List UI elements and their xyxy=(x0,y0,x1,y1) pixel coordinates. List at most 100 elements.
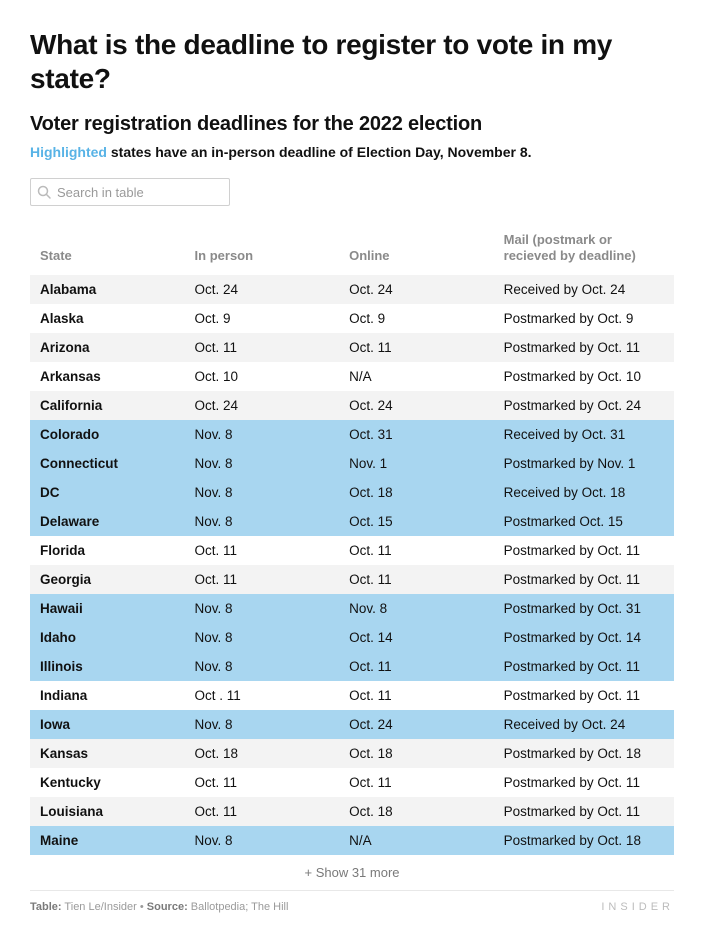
cell-mail: Received by Oct. 31 xyxy=(494,420,674,449)
cell-online: Oct. 31 xyxy=(339,420,494,449)
col-header-mail[interactable]: Mail (postmark or recieved by deadline) xyxy=(494,224,674,275)
table-row: MaineNov. 8N/APostmarked by Oct. 18 xyxy=(30,826,674,855)
table-row: LouisianaOct. 11Oct. 18Postmarked by Oct… xyxy=(30,797,674,826)
table-row: ArizonaOct. 11Oct. 11Postmarked by Oct. … xyxy=(30,333,674,362)
cell-state: Kentucky xyxy=(30,768,185,797)
cell-online: Oct. 18 xyxy=(339,739,494,768)
col-header-state[interactable]: State xyxy=(30,224,185,275)
cell-in-person: Oct. 24 xyxy=(185,275,340,304)
cell-online: Oct. 18 xyxy=(339,797,494,826)
cell-state: Georgia xyxy=(30,565,185,594)
cell-mail: Postmarked by Oct. 24 xyxy=(494,391,674,420)
cell-state: Idaho xyxy=(30,623,185,652)
table-row: IowaNov. 8Oct. 24Received by Oct. 24 xyxy=(30,710,674,739)
cell-online: Nov. 8 xyxy=(339,594,494,623)
cell-in-person: Nov. 8 xyxy=(185,826,340,855)
cell-mail: Received by Oct. 18 xyxy=(494,478,674,507)
highlight-word: Highlighted xyxy=(30,144,107,160)
table-row: KansasOct. 18Oct. 18Postmarked by Oct. 1… xyxy=(30,739,674,768)
cell-state: Alabama xyxy=(30,275,185,304)
highlight-note: Highlighted states have an in-person dea… xyxy=(30,144,674,160)
cell-online: Oct. 24 xyxy=(339,710,494,739)
cell-mail: Postmarked by Oct. 11 xyxy=(494,681,674,710)
cell-mail: Postmarked by Oct. 11 xyxy=(494,768,674,797)
col-header-inperson[interactable]: In person xyxy=(185,224,340,275)
table-row: IllinoisNov. 8Oct. 11Postmarked by Oct. … xyxy=(30,652,674,681)
cell-mail: Postmarked by Oct. 18 xyxy=(494,739,674,768)
deadlines-table: State In person Online Mail (postmark or… xyxy=(30,224,674,855)
search-wrap xyxy=(30,178,674,206)
cell-mail: Postmarked by Oct. 31 xyxy=(494,594,674,623)
cell-state: California xyxy=(30,391,185,420)
table-row: IdahoNov. 8Oct. 14Postmarked by Oct. 14 xyxy=(30,623,674,652)
cell-online: Oct. 9 xyxy=(339,304,494,333)
cell-mail: Postmarked by Oct. 18 xyxy=(494,826,674,855)
cell-state: Maine xyxy=(30,826,185,855)
cell-in-person: Oct. 11 xyxy=(185,333,340,362)
table-row: HawaiiNov. 8Nov. 8Postmarked by Oct. 31 xyxy=(30,594,674,623)
cell-mail: Postmarked by Oct. 11 xyxy=(494,536,674,565)
cell-online: Oct. 11 xyxy=(339,681,494,710)
credit-source-value: Ballotpedia; The Hill xyxy=(188,901,289,913)
page-title: What is the deadline to register to vote… xyxy=(30,28,674,95)
table-header-row: State In person Online Mail (postmark or… xyxy=(30,224,674,275)
search-input[interactable] xyxy=(30,178,230,206)
credit-table-label: Table: xyxy=(30,901,62,913)
table-row: DCNov. 8Oct. 18Received by Oct. 18 xyxy=(30,478,674,507)
table-row: KentuckyOct. 11Oct. 11Postmarked by Oct.… xyxy=(30,768,674,797)
cell-state: Alaska xyxy=(30,304,185,333)
table-row: AlabamaOct. 24Oct. 24Received by Oct. 24 xyxy=(30,275,674,304)
col-header-online[interactable]: Online xyxy=(339,224,494,275)
cell-state: Arizona xyxy=(30,333,185,362)
table-body: AlabamaOct. 24Oct. 24Received by Oct. 24… xyxy=(30,275,674,855)
show-more-button[interactable]: + Show 31 more xyxy=(30,855,674,886)
cell-in-person: Oct. 18 xyxy=(185,739,340,768)
cell-online: Oct. 15 xyxy=(339,507,494,536)
cell-mail: Postmarked by Oct. 14 xyxy=(494,623,674,652)
cell-in-person: Oct. 9 xyxy=(185,304,340,333)
cell-mail: Postmarked Oct. 15 xyxy=(494,507,674,536)
cell-in-person: Nov. 8 xyxy=(185,594,340,623)
cell-online: N/A xyxy=(339,362,494,391)
footer: Table: Tien Le/Insider • Source: Ballotp… xyxy=(30,890,674,913)
brand-logo: INSIDER xyxy=(601,901,674,913)
cell-mail: Postmarked by Oct. 11 xyxy=(494,797,674,826)
cell-state: Florida xyxy=(30,536,185,565)
cell-state: Illinois xyxy=(30,652,185,681)
credits: Table: Tien Le/Insider • Source: Ballotp… xyxy=(30,901,288,913)
cell-online: N/A xyxy=(339,826,494,855)
cell-online: Oct. 11 xyxy=(339,768,494,797)
cell-in-person: Oct. 24 xyxy=(185,391,340,420)
cell-in-person: Nov. 8 xyxy=(185,478,340,507)
cell-in-person: Nov. 8 xyxy=(185,420,340,449)
cell-state: Iowa xyxy=(30,710,185,739)
cell-in-person: Nov. 8 xyxy=(185,710,340,739)
cell-mail: Received by Oct. 24 xyxy=(494,275,674,304)
cell-in-person: Oct. 11 xyxy=(185,797,340,826)
cell-mail: Postmarked by Oct. 11 xyxy=(494,652,674,681)
cell-online: Oct. 18 xyxy=(339,478,494,507)
table-row: AlaskaOct. 9Oct. 9Postmarked by Oct. 9 xyxy=(30,304,674,333)
cell-state: Indiana xyxy=(30,681,185,710)
cell-mail: Postmarked by Oct. 9 xyxy=(494,304,674,333)
table-row: GeorgiaOct. 11Oct. 11Postmarked by Oct. … xyxy=(30,565,674,594)
page-subtitle: Voter registration deadlines for the 202… xyxy=(30,113,674,136)
cell-state: DC xyxy=(30,478,185,507)
cell-mail: Postmarked by Nov. 1 xyxy=(494,449,674,478)
cell-online: Oct. 11 xyxy=(339,565,494,594)
cell-online: Oct. 11 xyxy=(339,536,494,565)
cell-in-person: Oct. 11 xyxy=(185,536,340,565)
cell-state: Hawaii xyxy=(30,594,185,623)
cell-online: Oct. 24 xyxy=(339,275,494,304)
cell-online: Oct. 11 xyxy=(339,333,494,362)
cell-state: Kansas xyxy=(30,739,185,768)
cell-in-person: Oct. 11 xyxy=(185,565,340,594)
cell-online: Oct. 14 xyxy=(339,623,494,652)
cell-in-person: Oct. 10 xyxy=(185,362,340,391)
cell-online: Oct. 24 xyxy=(339,391,494,420)
cell-state: Connecticut xyxy=(30,449,185,478)
credit-sep: • xyxy=(140,901,147,913)
note-rest: states have an in-person deadline of Ele… xyxy=(107,144,532,160)
cell-in-person: Nov. 8 xyxy=(185,623,340,652)
credit-source-label: Source: xyxy=(147,901,188,913)
